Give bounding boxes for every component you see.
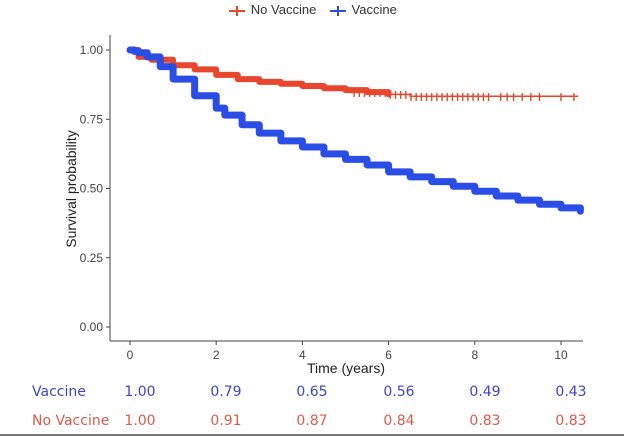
legend: No Vaccine Vaccine bbox=[0, 2, 624, 18]
legend-key-no-vaccine-icon bbox=[227, 4, 247, 18]
series-vaccine bbox=[126, 46, 584, 215]
x-tick-label: 0 bbox=[127, 348, 134, 362]
bottom-divider bbox=[0, 434, 624, 436]
x-tick-label: 10 bbox=[554, 348, 568, 362]
axes: 0.00 0.25 0.50 0.75 1.00 0 2 4 6 8 10 bbox=[80, 35, 583, 362]
y-tick-label: 1.00 bbox=[80, 43, 104, 57]
x-tick-label: 4 bbox=[299, 348, 306, 362]
risk-value: 0.49 bbox=[469, 384, 501, 400]
y-axis-label: Survival probability bbox=[63, 130, 79, 248]
risk-value: 0.91 bbox=[210, 413, 242, 429]
legend-item-no-vaccine[interactable]: No Vaccine bbox=[227, 2, 316, 18]
x-axis-label: Time (years) bbox=[307, 360, 385, 376]
y-tick-label: 0.50 bbox=[80, 182, 104, 196]
risk-value: 1.00 bbox=[124, 384, 156, 400]
risk-value: 0.56 bbox=[383, 384, 415, 400]
x-tick-label: 2 bbox=[213, 348, 220, 362]
risk-row-label: No Vaccine bbox=[32, 413, 110, 429]
risk-value: 0.83 bbox=[469, 413, 501, 429]
risk-value: 0.84 bbox=[383, 413, 415, 429]
y-tick-label: 0.25 bbox=[80, 251, 104, 265]
curves bbox=[126, 46, 584, 215]
survival-curve-tail bbox=[388, 93, 579, 98]
survival-chart: 0.00 0.25 0.50 0.75 1.00 0 2 4 6 8 10 Time (years)… bbox=[63, 35, 584, 376]
legend-item-vaccine[interactable]: Vaccine bbox=[328, 2, 397, 18]
risk-value: 0.79 bbox=[210, 384, 242, 400]
risk-value: 1.00 bbox=[124, 413, 156, 429]
legend-key-vaccine-icon bbox=[328, 4, 348, 18]
y-tick-label: 0.75 bbox=[80, 112, 104, 126]
risk-value: 0.83 bbox=[555, 413, 587, 429]
risk-row-label: Vaccine bbox=[32, 384, 86, 400]
risk-value: 0.65 bbox=[296, 384, 328, 400]
risk-row-vaccine: Vaccine 1.00 0.79 0.65 0.56 0.49 0.43 bbox=[0, 384, 624, 406]
risk-value: 0.87 bbox=[296, 413, 328, 429]
legend-label-no-vaccine: No Vaccine bbox=[250, 2, 317, 17]
survival-curve bbox=[127, 47, 392, 98]
y-tick-label: 0.00 bbox=[80, 320, 104, 334]
survival-curve bbox=[126, 46, 584, 215]
risk-value: 0.43 bbox=[555, 384, 587, 400]
risk-row-no-vaccine: No Vaccine 1.00 0.91 0.87 0.84 0.83 0.83 bbox=[0, 413, 624, 435]
x-tick-label: 6 bbox=[385, 348, 392, 362]
legend-label-vaccine: Vaccine bbox=[351, 2, 397, 17]
x-tick-label: 8 bbox=[471, 348, 478, 362]
